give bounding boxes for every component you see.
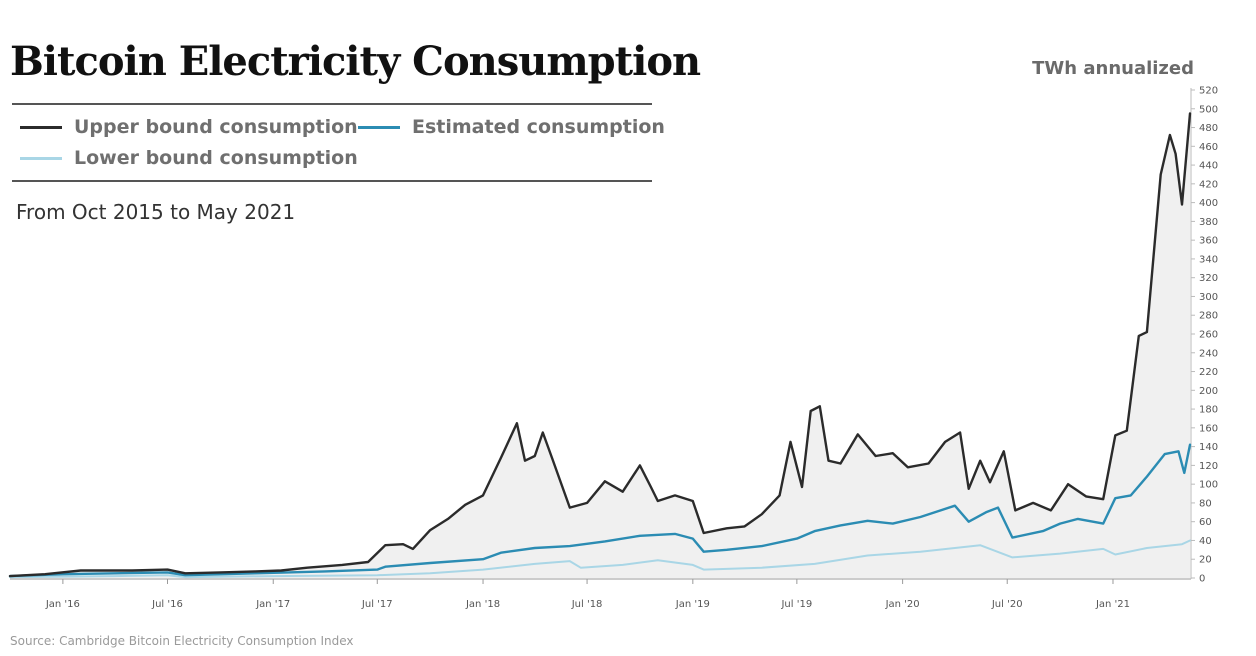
x-tick-label: Jan '20 <box>885 599 920 610</box>
y-tick-label: 200 <box>1199 386 1218 397</box>
x-tick-label: Jul '17 <box>361 599 393 610</box>
legend-lower-swatch <box>20 156 62 160</box>
x-tick-label: Jan '19 <box>675 599 710 610</box>
source-note: Source: Cambridge Bitcoin Electricity Co… <box>10 634 354 648</box>
header-divider <box>12 103 652 105</box>
x-tick-label: Jan '21 <box>1095 599 1130 610</box>
y-tick-label: 80 <box>1199 498 1212 509</box>
y-tick-label: 260 <box>1199 330 1218 341</box>
y-tick-label: 480 <box>1199 123 1218 134</box>
series-line-upper <box>8 112 1192 578</box>
y-tick-label: 440 <box>1199 161 1218 172</box>
y-tick-label: 140 <box>1199 442 1218 453</box>
y-tick-label: 320 <box>1199 273 1218 284</box>
y-tick-label: 160 <box>1199 423 1218 434</box>
series-line-lower <box>9 539 1191 579</box>
legend-lower-label: Lower bound consumption <box>74 147 358 169</box>
y-tick-label: 120 <box>1199 461 1218 472</box>
y-tick-label: 280 <box>1199 311 1218 322</box>
y-tick-label: 420 <box>1199 179 1218 190</box>
legend-divider <box>12 180 652 182</box>
y-tick-label: 0 <box>1199 574 1205 585</box>
y-tick-label: 520 <box>1199 86 1218 97</box>
y-tick-label: 60 <box>1199 517 1212 528</box>
series-line-estimated <box>8 443 1192 578</box>
upper-bound-area <box>10 113 1190 578</box>
y-tick-label: 400 <box>1199 198 1218 209</box>
chart-subtitle: From Oct 2015 to May 2021 <box>16 200 296 224</box>
y-tick-label: 20 <box>1199 555 1212 566</box>
y-tick-label: 100 <box>1199 480 1218 491</box>
y-tick-label: 460 <box>1199 142 1218 153</box>
y-tick-label: 340 <box>1199 254 1218 265</box>
y-tick-label: 180 <box>1199 405 1218 416</box>
x-tick-label: Jan '18 <box>465 599 500 610</box>
legend-upper: Upper bound consumption <box>20 116 358 138</box>
legend-estimated-label: Estimated consumption <box>412 116 665 138</box>
legend-upper-label: Upper bound consumption <box>74 116 358 138</box>
legend-estimated: Estimated consumption <box>358 116 665 138</box>
chart-title: Bitcoin Electricity Consumption <box>10 38 701 85</box>
y-tick-label: 360 <box>1199 236 1218 247</box>
y-tick-label: 40 <box>1199 536 1212 547</box>
x-tick-label: Jan '17 <box>255 599 290 610</box>
y-axis-unit-label: TWh annualized <box>1032 58 1194 79</box>
y-tick-label: 300 <box>1199 292 1218 303</box>
legend-upper-swatch <box>20 125 62 129</box>
x-tick-label: Jul '19 <box>780 599 812 610</box>
x-tick-label: Jul '18 <box>571 599 603 610</box>
x-tick-label: Jul '16 <box>151 599 183 610</box>
y-tick-label: 240 <box>1199 348 1218 359</box>
y-tick-label: 380 <box>1199 217 1218 228</box>
x-tick-label: Jan '16 <box>45 599 80 610</box>
legend-estimated-swatch <box>358 125 400 129</box>
legend-lower: Lower bound consumption <box>20 147 358 169</box>
x-tick-label: Jul '20 <box>991 599 1023 610</box>
y-tick-label: 220 <box>1199 367 1218 378</box>
y-tick-label: 500 <box>1199 104 1218 115</box>
